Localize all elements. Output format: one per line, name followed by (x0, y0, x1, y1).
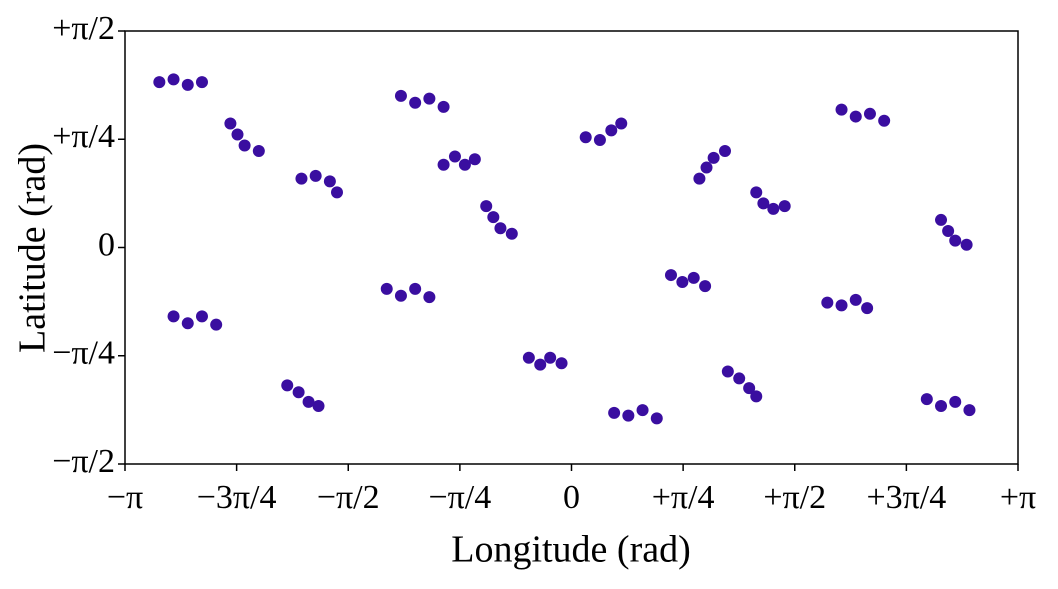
x-tick-label: −π/4 (428, 479, 491, 516)
point (622, 409, 635, 422)
point (167, 310, 180, 323)
point (231, 128, 244, 141)
point (522, 351, 535, 364)
point (687, 271, 700, 284)
x-tick-label: −3π/4 (197, 479, 277, 516)
point (309, 169, 322, 182)
point (468, 153, 481, 166)
point (676, 275, 689, 288)
point (608, 406, 621, 419)
point (878, 114, 891, 127)
x-tick-label: −π (107, 479, 143, 516)
point (302, 395, 315, 408)
point (544, 351, 557, 364)
point (555, 357, 568, 370)
point (835, 299, 848, 312)
point (849, 110, 862, 123)
point (292, 386, 305, 399)
point (743, 382, 756, 395)
point (295, 172, 308, 185)
point (700, 161, 713, 174)
point (605, 124, 618, 137)
point (579, 131, 592, 144)
x-tick-label: −π/2 (317, 479, 380, 516)
point (181, 78, 194, 91)
point (423, 291, 436, 304)
x-tick-label: +π/4 (652, 479, 715, 516)
point (238, 139, 251, 152)
point (835, 103, 848, 116)
point (693, 172, 706, 185)
point (664, 269, 677, 282)
point (330, 186, 343, 199)
point (448, 150, 461, 163)
point (960, 238, 973, 251)
point (863, 107, 876, 120)
point (394, 89, 407, 102)
point (487, 211, 500, 224)
point (650, 412, 663, 425)
point (409, 282, 422, 295)
x-tick-label: +π/2 (763, 479, 826, 516)
point (167, 73, 180, 86)
point (195, 310, 208, 323)
point (750, 186, 763, 199)
point (252, 145, 265, 158)
point (767, 202, 780, 215)
x-tick-label: 0 (563, 479, 580, 516)
point (935, 400, 948, 413)
point (423, 92, 436, 105)
point (849, 293, 862, 306)
point (437, 158, 450, 171)
point (920, 393, 933, 406)
point (949, 234, 962, 247)
point (153, 76, 166, 89)
point (707, 151, 720, 164)
y-axis-label: Latitude (rad) (12, 143, 54, 353)
point (494, 222, 507, 235)
point (323, 175, 336, 188)
point (615, 117, 628, 130)
point (593, 133, 606, 146)
y-tick-label: +π/2 (52, 10, 115, 47)
point (480, 200, 493, 213)
point (534, 358, 547, 371)
point (821, 296, 834, 309)
x-tick-label: +π (1000, 479, 1036, 516)
plot-frame (124, 30, 1019, 465)
point (409, 96, 422, 109)
point (281, 379, 294, 392)
point (949, 395, 962, 408)
point (942, 224, 955, 237)
point (505, 227, 518, 240)
point (861, 302, 874, 315)
point (757, 197, 770, 210)
point (778, 200, 791, 213)
point (699, 280, 712, 293)
point (733, 372, 746, 385)
point (195, 76, 208, 89)
point (935, 213, 948, 226)
point (181, 317, 194, 330)
point (437, 100, 450, 113)
point (380, 282, 393, 295)
x-axis-label: Longitude (rad) (451, 529, 691, 571)
y-tick-label: +π/4 (52, 118, 115, 155)
y-tick-label: −π/4 (52, 335, 115, 372)
point (750, 390, 763, 403)
point (636, 404, 649, 417)
point (718, 145, 731, 158)
y-tick-label: −π/2 (52, 443, 115, 480)
point (210, 318, 223, 331)
point (963, 404, 976, 417)
y-tick-label: 0 (98, 226, 115, 263)
x-tick-label: +3π/4 (866, 479, 946, 516)
point (394, 289, 407, 302)
point (224, 117, 237, 130)
point (458, 158, 471, 171)
point (721, 365, 734, 378)
point (312, 400, 325, 413)
